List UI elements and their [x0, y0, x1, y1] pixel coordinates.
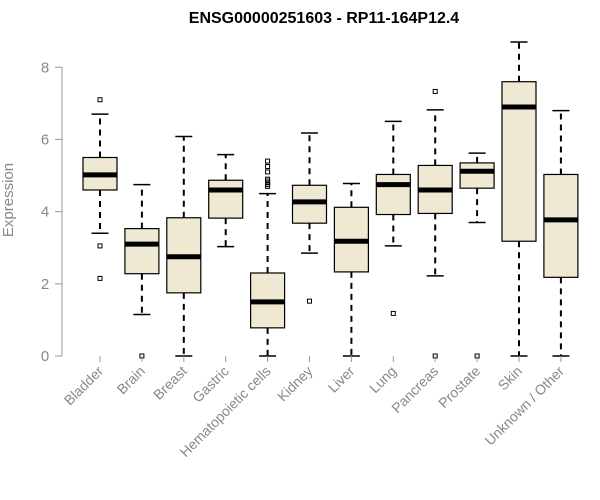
- y-axis: 0 2 4 6 8: [41, 59, 62, 365]
- x-tick-label: Unknown / Other: [481, 363, 567, 449]
- y-tick-label: 8: [41, 59, 49, 76]
- y-tick-label: 2: [41, 276, 49, 293]
- outlier-point: [265, 176, 271, 182]
- outlier-point: [97, 243, 103, 249]
- x-tick-label: Bladder: [61, 363, 107, 409]
- outlier-point: [432, 88, 438, 94]
- outlier-point: [97, 97, 103, 103]
- box-iqr: [208, 179, 244, 219]
- box-iqr: [459, 162, 495, 189]
- y-tick-label: 6: [41, 131, 49, 148]
- x-tick-label: Lung: [366, 363, 399, 396]
- outlier-point: [265, 158, 271, 164]
- x-tick-label: Breast: [150, 363, 190, 403]
- box-breast: [166, 135, 202, 357]
- x-tick-label: Liver: [325, 363, 358, 396]
- box-iqr: [124, 227, 160, 275]
- box-iqr: [375, 173, 411, 216]
- box-prostate: [459, 152, 495, 359]
- y-tick-label: 0: [41, 348, 49, 365]
- box-gastric: [208, 153, 244, 248]
- box-iqr: [543, 173, 579, 278]
- outlier-point: [265, 164, 271, 170]
- box-unknown-other: [543, 109, 579, 357]
- outlier-point: [265, 169, 271, 175]
- x-tick-label: Pancreas: [388, 363, 441, 416]
- y-tick-label: 4: [41, 204, 49, 221]
- y-axis-label: Expression: [0, 163, 17, 237]
- chart-title: ENSG00000251603 - RP11-164P12.4: [189, 10, 460, 27]
- box-brain: [124, 183, 160, 359]
- box-lung: [375, 120, 411, 316]
- box-liver: [333, 182, 369, 357]
- x-tick-label: Prostate: [435, 363, 483, 411]
- box-kidney: [291, 132, 328, 304]
- plot-area: [82, 41, 579, 359]
- box-hematopoietic-cells: [250, 158, 286, 357]
- box-skin: [501, 41, 537, 357]
- outlier-point: [307, 298, 312, 304]
- outlier-point: [97, 275, 103, 281]
- outlier-point: [390, 310, 396, 316]
- box-bladder: [82, 97, 118, 281]
- x-tick-label: Kidney: [274, 363, 316, 405]
- box-pancreas: [417, 88, 453, 359]
- x-tick-label: Brain: [114, 363, 148, 397]
- x-tick-label: Skin: [495, 363, 526, 394]
